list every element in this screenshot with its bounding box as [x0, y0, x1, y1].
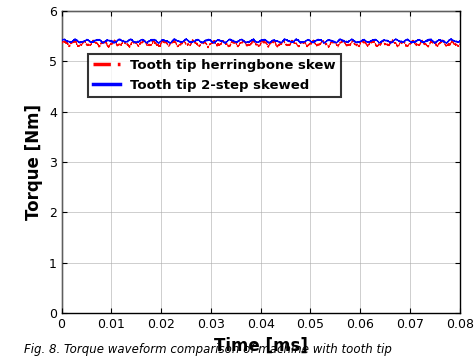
Tooth tip herringbone skew [229, 40, 235, 44]
Tooth tip 2-step skewed [407, 38, 412, 42]
Tooth tip 2-step skewed [128, 37, 134, 42]
Tooth tip 2-step skewed [104, 38, 110, 42]
Tooth tip 2-step skewed [229, 38, 235, 42]
Tooth tip herringbone skew [211, 39, 217, 43]
Tooth tip 2-step skewed [449, 38, 455, 42]
Text: Fig. 8. Torque waveform comparison of machine with tooth tip: Fig. 8. Torque waveform comparison of ma… [24, 343, 392, 356]
Tooth tip 2-step skewed [212, 41, 218, 45]
Tooth tip herringbone skew [104, 43, 110, 48]
Tooth tip 2-step skewed [59, 39, 64, 43]
X-axis label: Time [ms]: Time [ms] [214, 337, 308, 355]
Tooth tip herringbone skew [128, 43, 134, 48]
Tooth tip herringbone skew [205, 46, 211, 50]
Tooth tip herringbone skew [419, 37, 424, 42]
Tooth tip 2-step skewed [183, 36, 189, 41]
Line: Tooth tip 2-step skewed: Tooth tip 2-step skewed [62, 39, 460, 43]
Tooth tip 2-step skewed [156, 41, 162, 45]
Y-axis label: Torque [Nm]: Torque [Nm] [25, 104, 43, 220]
Tooth tip 2-step skewed [457, 39, 463, 43]
Tooth tip herringbone skew [406, 41, 412, 46]
Tooth tip herringbone skew [457, 41, 463, 46]
Tooth tip herringbone skew [59, 41, 64, 45]
Legend: Tooth tip herringbone skew, Tooth tip 2-step skewed: Tooth tip herringbone skew, Tooth tip 2-… [88, 54, 341, 97]
Line: Tooth tip herringbone skew: Tooth tip herringbone skew [62, 40, 460, 48]
Tooth tip herringbone skew [449, 39, 455, 43]
